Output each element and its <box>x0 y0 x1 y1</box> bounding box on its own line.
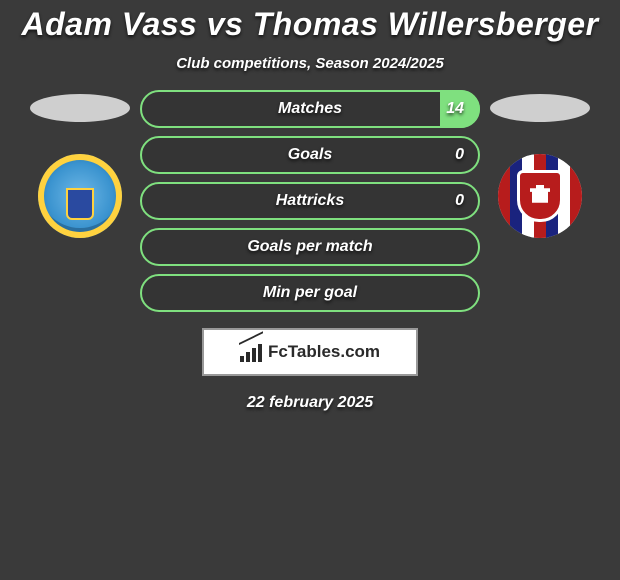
stat-bar: Goals per match <box>140 228 480 266</box>
stats-bars: Matches 14 Goals 0 Hattricks 0 Goals per match… <box>140 90 480 312</box>
stat-label: Min per goal <box>263 284 357 302</box>
club-crest-left <box>38 154 122 238</box>
subtitle: Club competitions, Season 2024/2025 <box>0 55 620 72</box>
stat-bar: Goals 0 <box>140 136 480 174</box>
brand-box[interactable]: FcTables.com <box>202 328 418 376</box>
comparison-card: Adam Vass vs Thomas Willersberger Club c… <box>0 0 620 412</box>
main-row: Matches 14 Goals 0 Hattricks 0 Goals per match… <box>0 90 620 312</box>
stat-label: Matches <box>278 100 342 118</box>
stat-value-right: 14 <box>446 100 464 118</box>
player-right-column <box>480 90 600 238</box>
crest-shield <box>517 170 563 222</box>
player-right-photo-placeholder <box>490 94 590 122</box>
stat-label: Goals <box>288 146 332 164</box>
stat-bar: Hattricks 0 <box>140 182 480 220</box>
stat-value-right: 0 <box>455 146 464 164</box>
chart-icon <box>240 342 264 362</box>
stat-label: Goals per match <box>247 238 372 256</box>
date-text: 22 february 2025 <box>0 394 620 412</box>
stat-label: Hattricks <box>276 192 344 210</box>
stat-bar: Matches 14 <box>140 90 480 128</box>
club-crest-right <box>498 154 582 238</box>
page-title: Adam Vass vs Thomas Willersberger <box>0 6 620 43</box>
player-left-column <box>20 90 140 238</box>
stat-value-right: 0 <box>455 192 464 210</box>
stat-bar: Min per goal <box>140 274 480 312</box>
brand-text: FcTables.com <box>268 342 380 362</box>
player-left-photo-placeholder <box>30 94 130 122</box>
